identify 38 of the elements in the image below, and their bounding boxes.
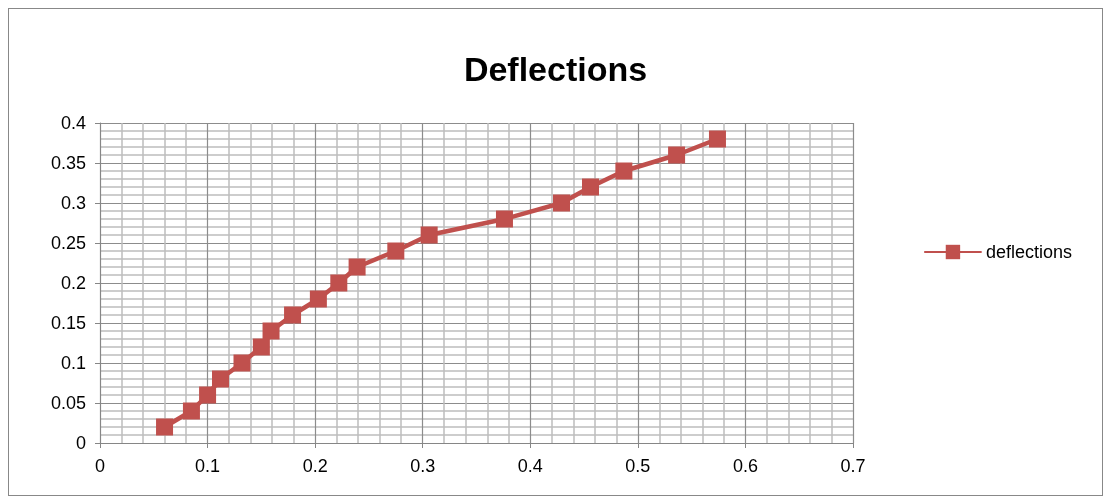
- point: [615, 162, 633, 180]
- point: [182, 402, 200, 420]
- y-tick-label: 0.15: [50, 313, 86, 333]
- x-tick-label: 0.1: [195, 456, 221, 476]
- point: [330, 274, 348, 292]
- y-tick-label: 0: [75, 433, 86, 453]
- y-tick-label: 0.35: [50, 153, 86, 173]
- point: [233, 354, 251, 372]
- y-tick-label: 0.3: [60, 193, 86, 213]
- y-tick-label: 0.05: [50, 393, 86, 413]
- x-tick-label: 0.5: [625, 456, 651, 476]
- x-tick-label: 0.2: [302, 456, 328, 476]
- point: [387, 242, 405, 260]
- point: [420, 226, 438, 244]
- x-tick-label: 0.4: [517, 456, 543, 476]
- point: [552, 194, 570, 212]
- point: [309, 290, 327, 308]
- y-tick-label: 0.4: [60, 113, 86, 133]
- legend-label: deflections: [985, 242, 1073, 262]
- y-tick-label: 0.25: [50, 233, 86, 253]
- x-tick-label: 0.3: [410, 456, 436, 476]
- point: [252, 338, 270, 356]
- point: [284, 306, 302, 324]
- y-tick-label: 0.1: [60, 353, 86, 373]
- point: [199, 386, 217, 404]
- x-tick-label: 0.7: [840, 456, 866, 476]
- x-tick-label: 0: [94, 456, 106, 476]
- point: [211, 370, 229, 388]
- point: [582, 178, 600, 196]
- x-tick-label: 0.6: [732, 456, 758, 476]
- chart-title: Deflections: [463, 50, 648, 88]
- point: [668, 146, 686, 164]
- point: [348, 258, 366, 276]
- y-tick-label: 0.2: [60, 273, 86, 293]
- point: [156, 418, 174, 436]
- point: [708, 130, 726, 148]
- point: [495, 210, 513, 228]
- point: [262, 322, 280, 340]
